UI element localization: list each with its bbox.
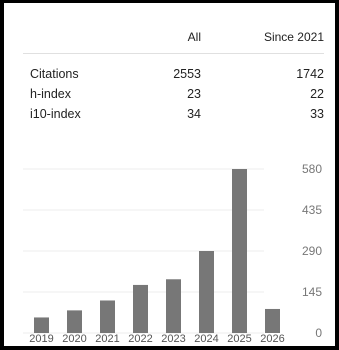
metric-row-h-index: h-index 23 22 [4,87,335,105]
bar-2021[interactable] [100,300,115,333]
citation-stats-panel: All Since 2021 Citations 2553 1742 h-ind… [4,3,335,346]
y-tick-label: 145 [302,285,322,299]
x-tick-label: 2021 [95,333,119,345]
bar-2020[interactable] [67,310,82,333]
column-header-since: Since 2021 [263,30,324,44]
x-tick-label: 2026 [260,333,284,345]
y-tick-label: 580 [302,162,322,176]
metric-value-since: 1742 [296,67,324,81]
bar-2022[interactable] [133,284,148,333]
bar-2026[interactable] [265,308,280,333]
bar-2025[interactable] [232,169,247,333]
metric-value-all: 23 [187,87,201,101]
x-tick-label: 2023 [161,333,185,345]
bar-2019[interactable] [34,317,49,333]
bar-2024[interactable] [199,251,214,333]
metric-row-citations: Citations 2553 1742 [4,67,335,85]
x-tick-label: 2019 [29,333,53,345]
y-tick-label: 290 [302,244,322,258]
metric-value-since: 33 [310,107,324,121]
header-divider [23,53,324,54]
y-tick-label: 435 [302,203,322,217]
metric-label: i10-index [30,107,81,121]
metric-label: Citations [30,67,79,81]
y-tick-label: 0 [315,326,322,340]
citations-bar-chart: 0 145 290 435 580 2019 2020 2021 2022 2023 2024 202… [23,162,322,345]
metric-label: h-index [30,87,71,101]
column-header-all: All [187,30,201,44]
metric-value-since: 22 [310,87,324,101]
x-tick-label: 2020 [62,333,86,345]
metric-value-all: 34 [187,107,201,121]
bar-2023[interactable] [166,279,181,333]
metric-value-all: 2553 [173,67,201,81]
x-tick-label: 2025 [227,333,251,345]
x-tick-label: 2022 [128,333,152,345]
x-tick-label: 2024 [194,333,218,345]
metric-row-i10-index: i10-index 34 33 [4,107,335,125]
